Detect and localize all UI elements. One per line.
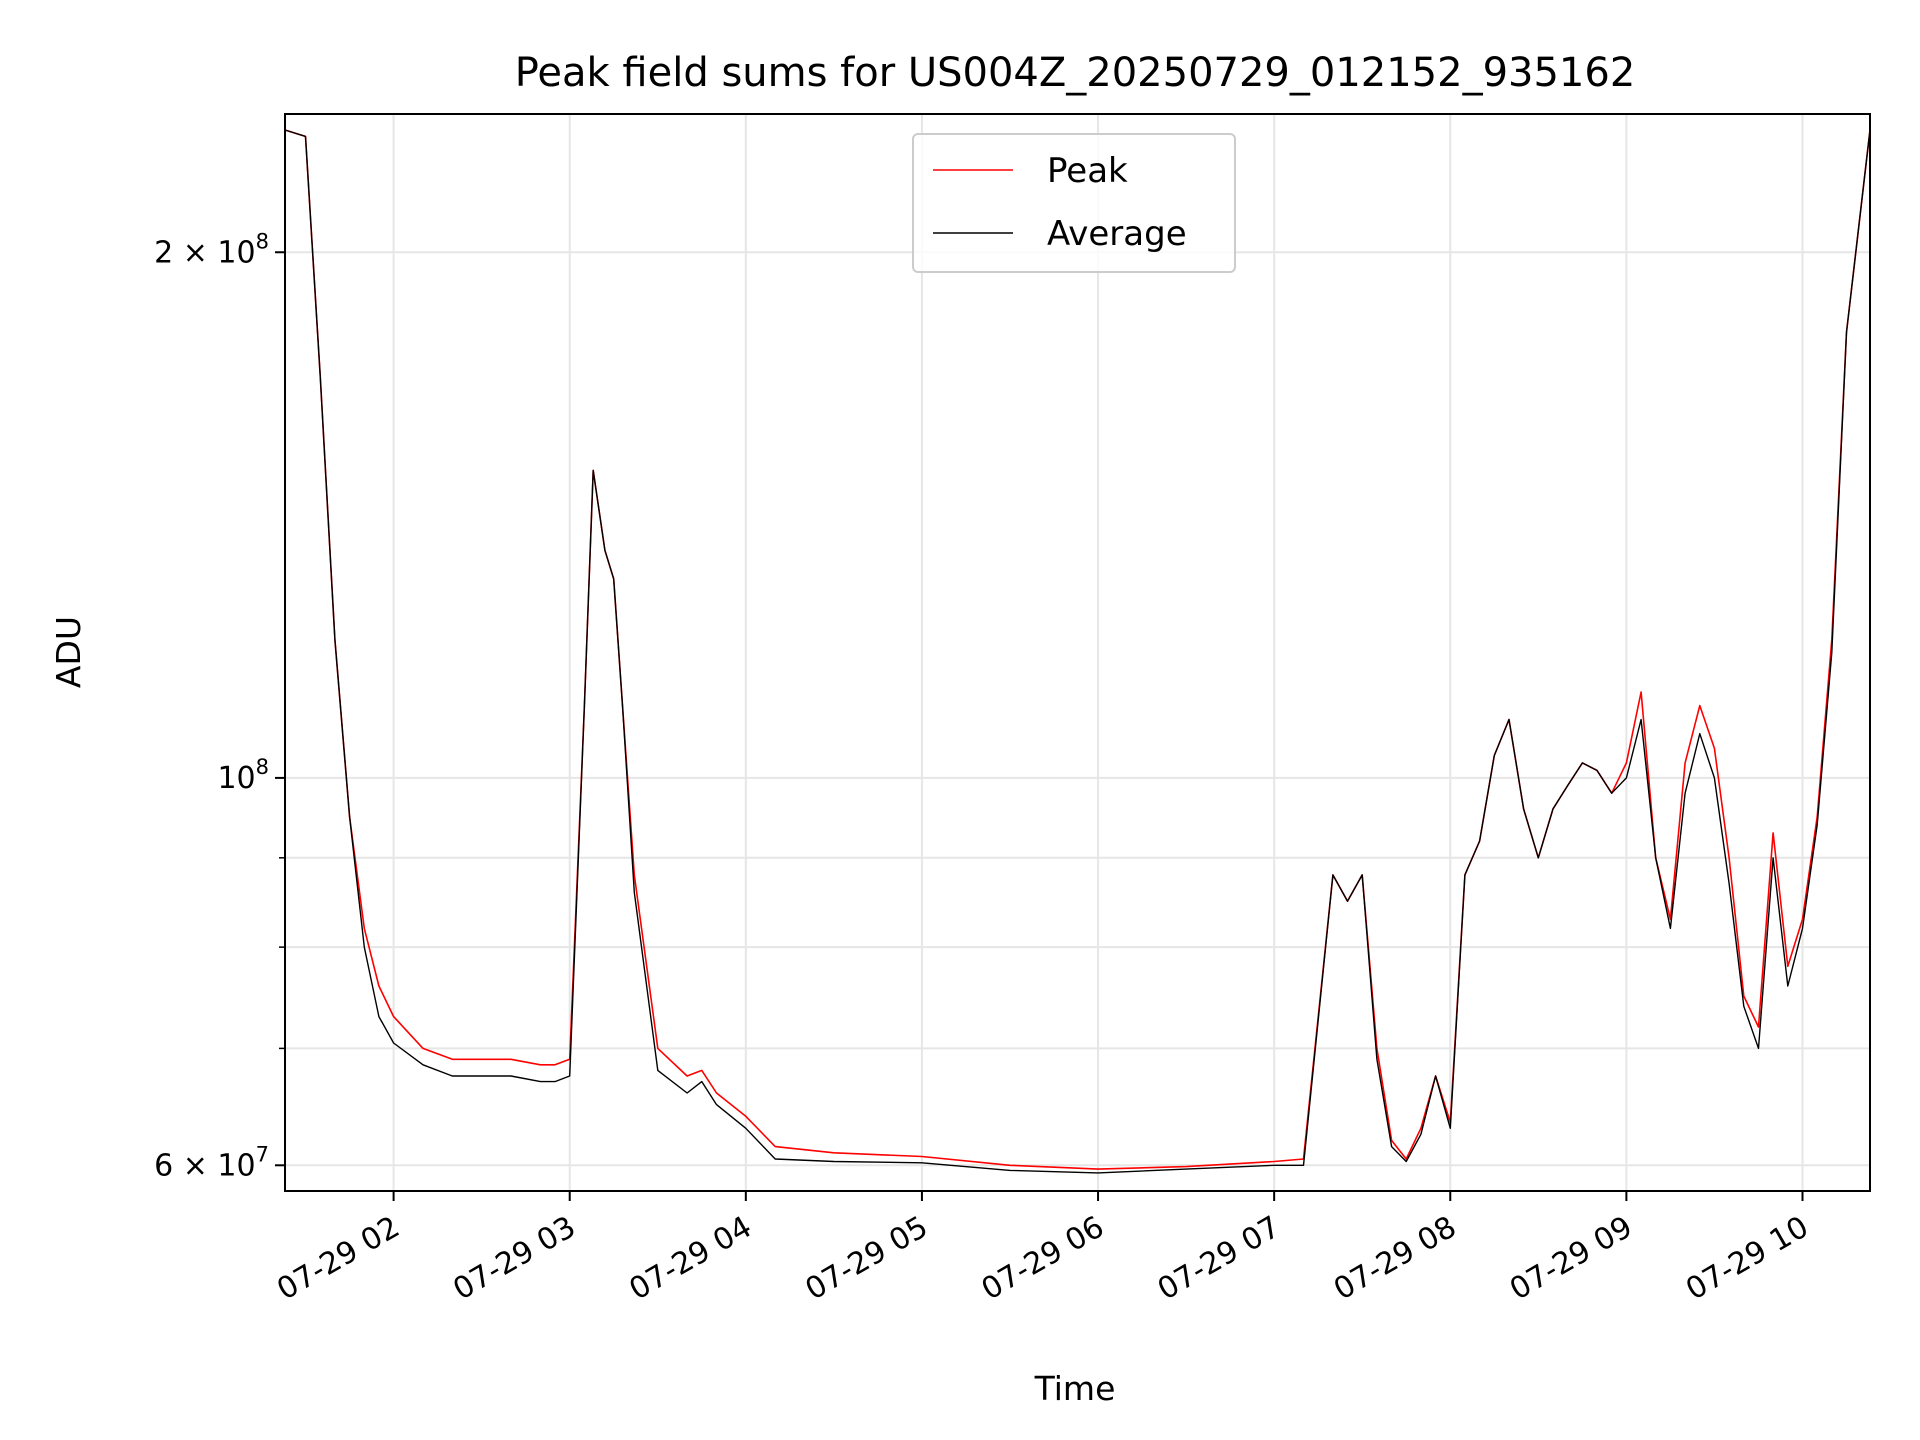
y-axis-ticks: 6 × 107 108 2 × 108	[154, 229, 285, 1183]
y-tick-label-2: 2 × 108	[154, 229, 269, 270]
y-tick-label-0: 6 × 107	[154, 1142, 269, 1183]
chart-title: Peak field sums for US004Z_20250729_0121…	[515, 50, 1636, 96]
y-axis-label: ADU	[49, 616, 88, 688]
legend: Peak Average	[912, 133, 1236, 273]
legend-label-peak: Peak	[1047, 151, 1128, 191]
legend-label-average: Average	[1047, 214, 1187, 254]
series-lines	[284, 129, 1871, 1174]
legend-box	[912, 133, 1236, 273]
y-tick-label-1: 108	[217, 755, 269, 796]
grid-lines	[285, 114, 1870, 1191]
x-axis-label: Time	[1034, 1369, 1116, 1408]
plot-frame	[284, 113, 1871, 1192]
series-line-average	[284, 129, 1871, 1174]
